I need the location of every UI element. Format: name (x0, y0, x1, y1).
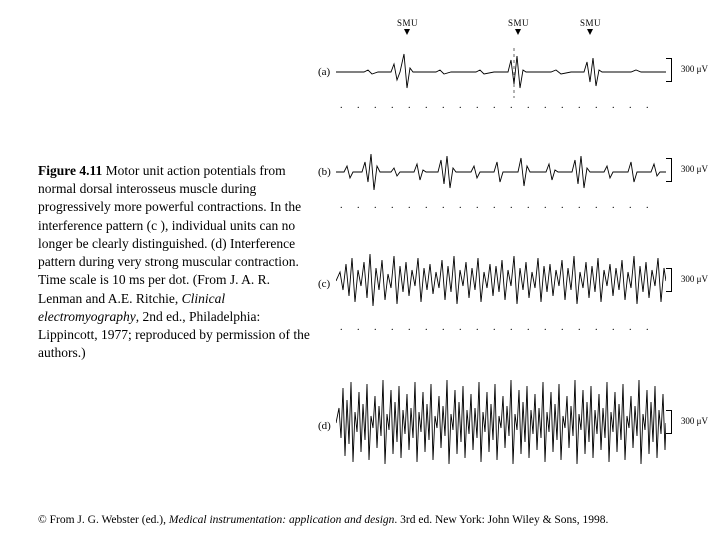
trace-a-block: (a) 300 μV . . . . . . . . . . . . . . .… (318, 36, 710, 116)
scale-bracket-icon (671, 58, 672, 82)
copyright-prefix: © From J. G. Webster (ed.), (38, 514, 169, 526)
smu-label-3: SMU (580, 18, 601, 28)
trace-c-block: (c) 300 μV . . . . . . . . . . . . . . .… (318, 236, 710, 336)
smu-label-2: SMU (508, 18, 529, 28)
emg-figure: SMU SMU SMU (a) 300 μV . . . . . . . . .… (318, 18, 710, 494)
trace-c-label: (c) (318, 278, 330, 290)
smu-arrow-icon (515, 29, 521, 35)
trace-c-scale: 300 μV (681, 274, 708, 284)
trace-b-block: (b) 300 μV . . . . . . . . . . . . . . .… (318, 136, 710, 216)
smu-arrow-icon (587, 29, 593, 35)
smu-label-1: SMU (397, 18, 418, 28)
figure-label: Figure 4.11 (38, 163, 102, 178)
trace-d-waveform (336, 368, 666, 478)
trace-a-label: (a) (318, 66, 330, 78)
trace-c-waveform (336, 240, 666, 322)
trace-d-block: (d) 300 μV (318, 364, 710, 484)
caption-text-1: Motor unit action potentials from normal… (38, 163, 301, 306)
trace-a-waveform (336, 42, 666, 102)
smu-arrow-icon (404, 29, 410, 35)
copyright-suffix: . 3rd ed. New York: John Wiley & Sons, 1… (394, 514, 608, 526)
scale-bracket-icon (671, 268, 672, 292)
page: Figure 4.11 Motor unit action potentials… (0, 0, 720, 540)
scale-bracket-icon (671, 158, 672, 182)
time-dots: . . . . . . . . . . . . . . . . . . . . … (340, 100, 662, 111)
figure-caption: Figure 4.11 Motor unit action potentials… (38, 162, 313, 362)
trace-b-label: (b) (318, 166, 331, 178)
copyright-line: © From J. G. Webster (ed.), Medical inst… (38, 514, 698, 526)
scale-bracket-icon (671, 410, 672, 434)
trace-d-scale: 300 μV (681, 416, 708, 426)
copyright-italic: Medical instrumentation: application and… (169, 514, 395, 526)
trace-b-scale: 300 μV (681, 164, 708, 174)
trace-b-waveform (336, 142, 666, 202)
time-dots: . . . . . . . . . . . . . . . . . . . . … (340, 322, 662, 333)
trace-a-scale: 300 μV (681, 64, 708, 74)
trace-d-label: (d) (318, 420, 331, 432)
time-dots: . . . . . . . . . . . . . . . . . . . . … (340, 200, 662, 211)
